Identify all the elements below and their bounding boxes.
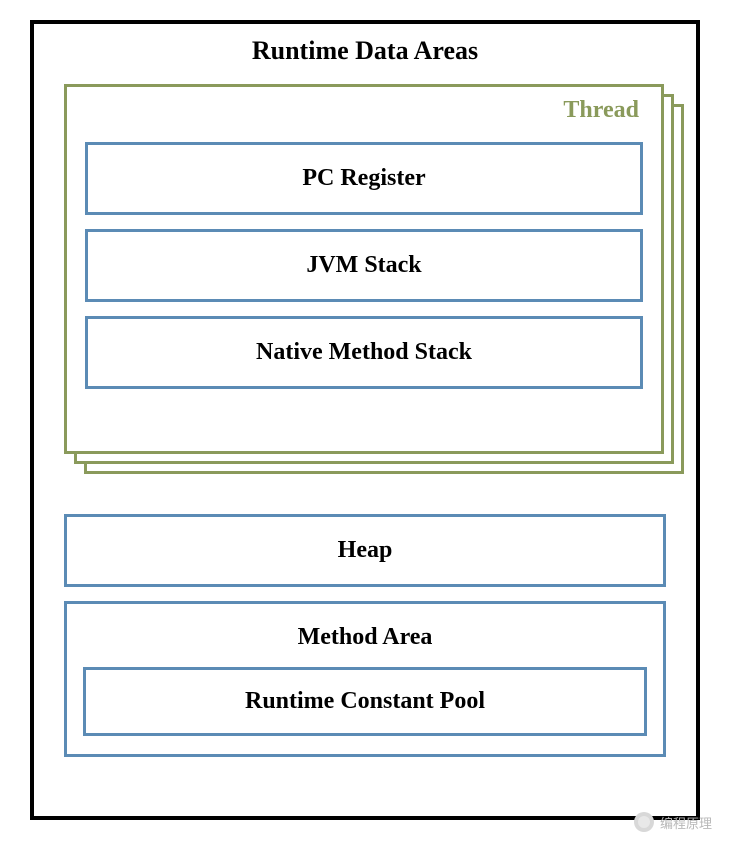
jvm-stack-box: JVM Stack <box>85 229 643 302</box>
diagram-frame: Runtime Data Areas Thread PC Register JV… <box>30 20 700 820</box>
shared-area: Heap Method Area Runtime Constant Pool <box>64 514 666 757</box>
thread-stack: Thread PC Register JVM Stack Native Meth… <box>64 84 666 484</box>
watermark: 编程原理 <box>634 812 712 832</box>
pc-register-box: PC Register <box>85 142 643 215</box>
method-area-title: Method Area <box>83 618 647 667</box>
diagram-title: Runtime Data Areas <box>34 24 696 84</box>
watermark-text: 编程原理 <box>660 813 712 832</box>
thread-card-front: Thread PC Register JVM Stack Native Meth… <box>64 84 664 454</box>
diagram-content: Thread PC Register JVM Stack Native Meth… <box>34 84 696 757</box>
heap-box: Heap <box>64 514 666 587</box>
thread-label: Thread <box>563 97 639 124</box>
runtime-constant-pool-box: Runtime Constant Pool <box>83 667 647 736</box>
native-method-stack-box: Native Method Stack <box>85 316 643 389</box>
thread-items: PC Register JVM Stack Native Method Stac… <box>85 142 643 403</box>
watermark-icon <box>634 812 654 832</box>
method-area-box: Method Area Runtime Constant Pool <box>64 601 666 757</box>
